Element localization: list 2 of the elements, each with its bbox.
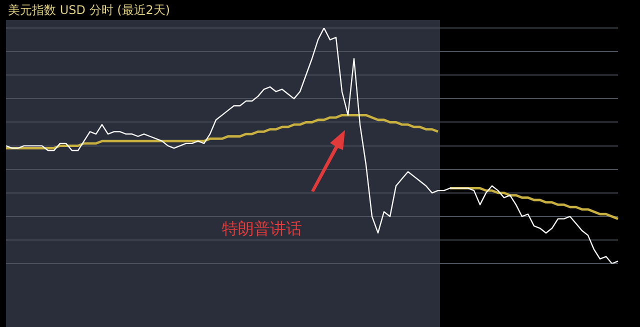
annotation: 特朗普讲话 bbox=[222, 219, 302, 240]
chart-title: 美元指数 USD 分时 (最近2天) bbox=[8, 2, 170, 19]
